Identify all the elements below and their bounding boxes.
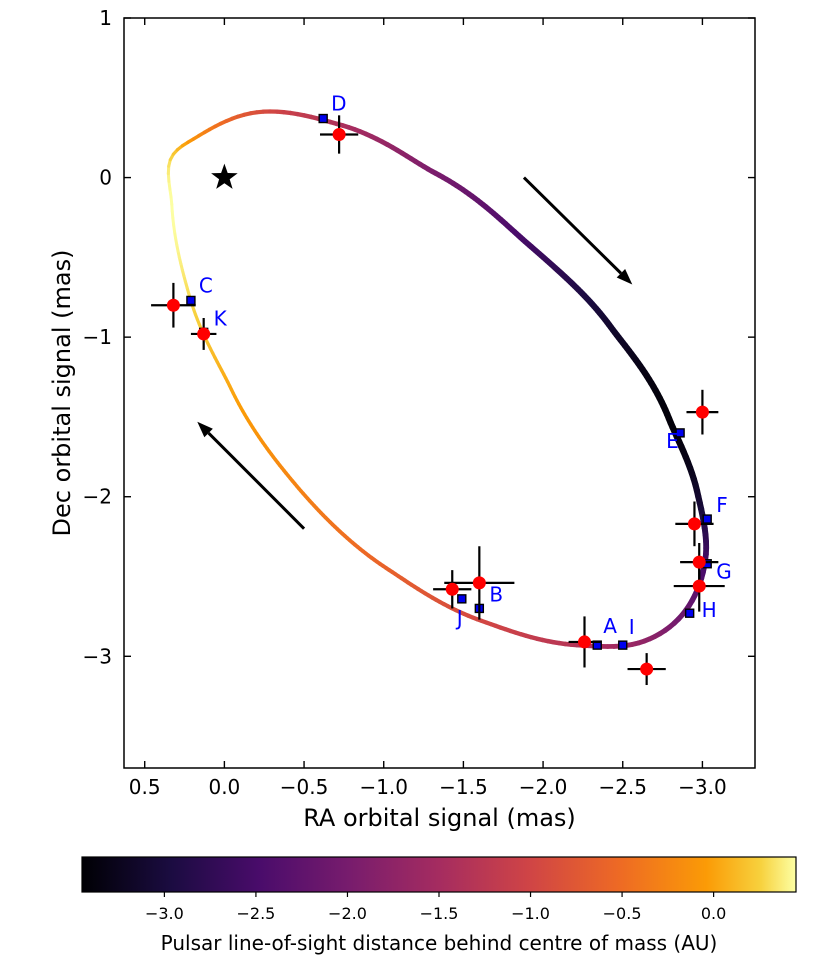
colorbar-tick-label: −2.0 xyxy=(328,904,367,923)
y-axis-ticks: 1 0 −1 −2 −3 xyxy=(83,6,755,668)
colorbar-tick-label: −1.0 xyxy=(511,904,550,923)
x-tick-label: −2.0 xyxy=(519,775,568,799)
model-point-d xyxy=(318,113,328,124)
observed-point xyxy=(692,555,706,569)
x-tick-label: 0.0 xyxy=(208,775,240,799)
epoch-label-g: G xyxy=(716,560,732,584)
direction-arrows xyxy=(197,176,633,530)
y-axis-title: Dec orbital signal (mas) xyxy=(48,250,76,537)
model-positions xyxy=(186,113,712,650)
epoch-label-d: D xyxy=(331,92,346,116)
model-point-i xyxy=(618,640,628,650)
epoch-label-i: I xyxy=(629,615,635,639)
direction-arrow-head xyxy=(616,268,633,285)
epoch-label-k: K xyxy=(214,306,228,330)
epoch-label-b: B xyxy=(489,582,503,606)
x-tick-label: −0.5 xyxy=(280,775,329,799)
colorbar-tick-label: −2.5 xyxy=(236,904,275,923)
colorbar-tick-label: −3.0 xyxy=(145,904,184,923)
barycentre-star-icon xyxy=(211,163,238,189)
model-point-h xyxy=(684,608,695,618)
colorbar-title: Pulsar line-of-sight distance behind cen… xyxy=(161,931,718,955)
direction-arrow-shaft xyxy=(207,431,306,530)
observed-point xyxy=(472,576,486,590)
epoch-label-h: H xyxy=(702,598,717,622)
x-axis-ticks: 0.5 0.0 −0.5 −1.0 −1.5 −2.0 −2.5 −3.0 xyxy=(129,18,727,799)
model-point-j xyxy=(457,594,467,604)
observed-point xyxy=(578,635,592,649)
y-tick-label: −3 xyxy=(83,644,112,668)
model-point-c xyxy=(186,295,196,306)
model-point-e xyxy=(675,428,685,438)
plot-frame xyxy=(123,17,756,769)
observed-point xyxy=(197,327,211,341)
epoch-label-f: F xyxy=(716,493,728,517)
y-tick-label: 0 xyxy=(99,166,112,190)
x-axis-title: RA orbital signal (mas) xyxy=(303,804,576,832)
direction-arrow-head xyxy=(197,421,213,438)
epoch-label-a: A xyxy=(603,614,617,638)
x-tick-label: −1.0 xyxy=(359,775,408,799)
observed-point xyxy=(445,582,459,596)
epoch-labels: A B C D E F GH I J K xyxy=(199,92,732,640)
y-tick-label: 1 xyxy=(99,6,112,30)
observed-point xyxy=(695,405,709,419)
observed-point xyxy=(687,517,701,531)
x-tick-label: −2.5 xyxy=(598,775,647,799)
colorbar xyxy=(81,856,797,893)
x-tick-label: 0.5 xyxy=(129,775,161,799)
x-tick-label: −1.5 xyxy=(439,775,488,799)
colorbar-tick-label: −0.5 xyxy=(603,904,642,923)
epoch-label-j: J xyxy=(455,606,463,630)
epoch-label-c: C xyxy=(199,273,213,297)
observed-positions xyxy=(151,115,725,686)
observed-point xyxy=(640,662,654,676)
colorbar-tick-label: −1.5 xyxy=(420,904,459,923)
observed-point xyxy=(166,298,180,312)
observed-point xyxy=(692,579,706,593)
colorbar-tick-label: 0.0 xyxy=(701,904,726,923)
x-tick-label: −3.0 xyxy=(678,775,727,799)
model-point-f xyxy=(702,514,712,524)
barycentre-marker xyxy=(211,163,238,189)
observed-point xyxy=(332,127,346,141)
direction-arrow-shaft xyxy=(522,176,622,275)
orbit-track xyxy=(166,109,710,649)
colorbar-ticks: −3.0 −2.5 −2.0 −1.5 −1.0 −0.5 0.0 xyxy=(145,892,726,923)
y-tick-label: −2 xyxy=(83,485,112,509)
orbit-segment xyxy=(663,411,673,422)
y-tick-label: −1 xyxy=(83,325,112,349)
epoch-label-e: E xyxy=(666,429,679,453)
